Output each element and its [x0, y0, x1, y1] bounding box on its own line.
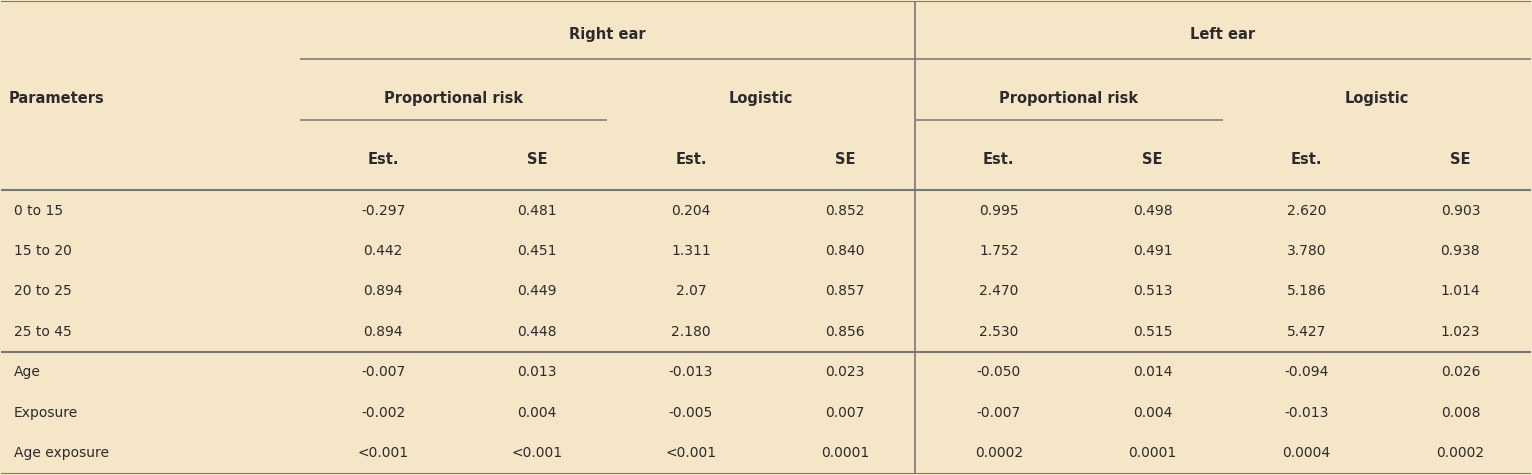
Text: 0.004: 0.004 — [518, 406, 556, 420]
Text: 2.530: 2.530 — [979, 325, 1019, 339]
Text: 0.0004: 0.0004 — [1282, 446, 1331, 460]
Text: 2.470: 2.470 — [979, 285, 1019, 298]
Text: 0.442: 0.442 — [363, 244, 403, 258]
Text: Exposure: Exposure — [14, 406, 78, 420]
Text: 0.023: 0.023 — [826, 365, 864, 380]
Text: 0.004: 0.004 — [1134, 406, 1172, 420]
Text: 0.0002: 0.0002 — [1437, 446, 1485, 460]
Text: SE: SE — [1451, 152, 1471, 167]
Text: SE: SE — [835, 152, 855, 167]
Text: 0.008: 0.008 — [1440, 406, 1480, 420]
Text: 2.07: 2.07 — [676, 285, 706, 298]
Text: 25 to 45: 25 to 45 — [14, 325, 72, 339]
Text: -0.297: -0.297 — [362, 203, 406, 218]
Text: 0.894: 0.894 — [363, 285, 403, 298]
Text: 0.995: 0.995 — [979, 203, 1019, 218]
Text: -0.002: -0.002 — [362, 406, 406, 420]
Text: Parameters: Parameters — [9, 91, 104, 106]
Text: 2.620: 2.620 — [1287, 203, 1327, 218]
Text: 0.451: 0.451 — [518, 244, 556, 258]
Text: 0.938: 0.938 — [1440, 244, 1480, 258]
Text: -0.013: -0.013 — [1284, 406, 1328, 420]
Text: Est.: Est. — [1291, 152, 1322, 167]
Text: 0.014: 0.014 — [1132, 365, 1172, 380]
Text: Proportional risk: Proportional risk — [999, 91, 1138, 106]
Text: Right ear: Right ear — [568, 27, 645, 42]
Text: 0.0001: 0.0001 — [1129, 446, 1177, 460]
Text: 0.0002: 0.0002 — [974, 446, 1023, 460]
Text: 0.852: 0.852 — [826, 203, 864, 218]
Text: 0.491: 0.491 — [1132, 244, 1172, 258]
Text: 0.515: 0.515 — [1132, 325, 1172, 339]
Text: Est.: Est. — [676, 152, 706, 167]
Text: 0.481: 0.481 — [518, 203, 558, 218]
Text: 20 to 25: 20 to 25 — [14, 285, 72, 298]
Text: SE: SE — [1143, 152, 1163, 167]
Text: Age: Age — [14, 365, 40, 380]
Text: 0.026: 0.026 — [1440, 365, 1480, 380]
Text: -0.007: -0.007 — [362, 365, 406, 380]
Text: 5.186: 5.186 — [1287, 285, 1327, 298]
Text: -0.013: -0.013 — [669, 365, 714, 380]
Text: 0.204: 0.204 — [671, 203, 711, 218]
Text: 0.513: 0.513 — [1132, 285, 1172, 298]
Text: 0.894: 0.894 — [363, 325, 403, 339]
Text: -0.007: -0.007 — [976, 406, 1020, 420]
Text: Logistic: Logistic — [729, 91, 794, 106]
Text: -0.005: -0.005 — [669, 406, 712, 420]
Text: 1.752: 1.752 — [979, 244, 1019, 258]
Text: 1.311: 1.311 — [671, 244, 711, 258]
Text: 0 to 15: 0 to 15 — [14, 203, 63, 218]
Text: SE: SE — [527, 152, 547, 167]
Text: Proportional risk: Proportional risk — [385, 91, 522, 106]
Text: 0.903: 0.903 — [1440, 203, 1480, 218]
Text: Logistic: Logistic — [1345, 91, 1409, 106]
Text: 0.449: 0.449 — [518, 285, 556, 298]
Text: <0.001: <0.001 — [665, 446, 717, 460]
Text: Age exposure: Age exposure — [14, 446, 109, 460]
Text: 3.780: 3.780 — [1287, 244, 1327, 258]
Text: Est.: Est. — [368, 152, 398, 167]
Text: -0.094: -0.094 — [1284, 365, 1328, 380]
Text: <0.001: <0.001 — [512, 446, 562, 460]
Text: 0.448: 0.448 — [518, 325, 556, 339]
Text: 2.180: 2.180 — [671, 325, 711, 339]
Text: 0.857: 0.857 — [826, 285, 864, 298]
Text: Est.: Est. — [984, 152, 1014, 167]
Text: 0.013: 0.013 — [518, 365, 556, 380]
Text: -0.050: -0.050 — [976, 365, 1020, 380]
Text: 1.014: 1.014 — [1440, 285, 1480, 298]
Text: 0.007: 0.007 — [826, 406, 864, 420]
Text: 0.840: 0.840 — [826, 244, 864, 258]
Text: 1.023: 1.023 — [1440, 325, 1480, 339]
Text: <0.001: <0.001 — [357, 446, 409, 460]
Text: Left ear: Left ear — [1190, 27, 1255, 42]
Text: 0.498: 0.498 — [1132, 203, 1172, 218]
Text: 0.856: 0.856 — [826, 325, 864, 339]
Text: 0.0001: 0.0001 — [821, 446, 869, 460]
Text: 5.427: 5.427 — [1287, 325, 1327, 339]
Text: 15 to 20: 15 to 20 — [14, 244, 72, 258]
